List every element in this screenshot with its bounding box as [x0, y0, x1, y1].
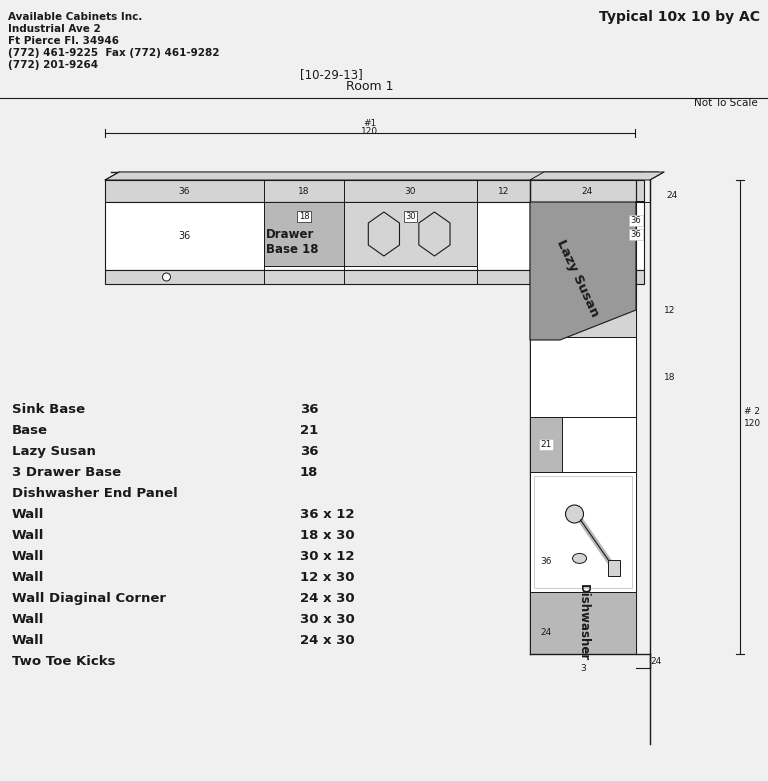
- Text: 24: 24: [666, 191, 677, 199]
- Text: 12: 12: [664, 306, 675, 315]
- Text: Two Toe Kicks: Two Toe Kicks: [12, 655, 115, 668]
- Text: (772) 201-9264: (772) 201-9264: [8, 60, 98, 70]
- Text: 36: 36: [631, 216, 641, 225]
- Text: Available Cabinets Inc.: Available Cabinets Inc.: [8, 12, 142, 22]
- Text: 21: 21: [300, 424, 318, 437]
- Polygon shape: [105, 172, 658, 180]
- Bar: [607, 560, 620, 576]
- Text: #1: #1: [363, 119, 376, 128]
- Text: 120: 120: [744, 419, 761, 427]
- Text: 18: 18: [664, 373, 676, 381]
- Bar: [264, 202, 344, 266]
- Text: Wall Diaginal Corner: Wall Diaginal Corner: [12, 592, 166, 605]
- Text: 36: 36: [300, 403, 319, 416]
- Text: 36: 36: [631, 230, 641, 239]
- Text: [10-29-13]: [10-29-13]: [300, 68, 362, 81]
- Text: 24: 24: [541, 628, 551, 637]
- Circle shape: [565, 505, 584, 523]
- Text: Lazy Susan: Lazy Susan: [12, 445, 96, 458]
- Text: (772) 461-9225  Fax (772) 461-9282: (772) 461-9225 Fax (772) 461-9282: [8, 48, 220, 58]
- Text: 36: 36: [300, 445, 319, 458]
- Text: 21: 21: [541, 440, 551, 449]
- Text: 36: 36: [179, 187, 190, 195]
- Ellipse shape: [572, 554, 587, 563]
- Text: 24: 24: [581, 187, 593, 195]
- Text: Lazy Susan: Lazy Susan: [554, 237, 601, 319]
- Text: Wall: Wall: [12, 529, 45, 542]
- Text: 36 x 12: 36 x 12: [300, 508, 355, 521]
- Bar: [534, 476, 632, 588]
- Bar: [530, 472, 636, 592]
- Text: 18: 18: [298, 187, 310, 195]
- Bar: [105, 202, 644, 270]
- Bar: [530, 337, 636, 417]
- Text: Dishwasher End Panel: Dishwasher End Panel: [12, 487, 177, 500]
- Text: 30: 30: [405, 187, 416, 195]
- Text: Sink Base: Sink Base: [12, 403, 85, 416]
- Text: 30: 30: [406, 212, 415, 221]
- Bar: [530, 180, 636, 202]
- Text: 24 x 30: 24 x 30: [300, 634, 355, 647]
- Text: Wall: Wall: [12, 634, 45, 647]
- Polygon shape: [419, 212, 450, 256]
- Text: 3 Drawer Base: 3 Drawer Base: [12, 466, 121, 479]
- Bar: [105, 180, 644, 202]
- Text: Dishwasher: Dishwasher: [577, 584, 590, 662]
- Bar: [105, 270, 644, 284]
- Text: 12: 12: [498, 187, 509, 195]
- Text: 36: 36: [540, 558, 551, 566]
- Text: 30 x 12: 30 x 12: [300, 550, 355, 563]
- Bar: [344, 202, 477, 266]
- Text: 18: 18: [299, 212, 310, 221]
- Polygon shape: [530, 172, 664, 180]
- Text: 120: 120: [362, 127, 379, 136]
- Bar: [530, 284, 636, 337]
- Text: Wall: Wall: [12, 508, 45, 521]
- Text: 36: 36: [178, 231, 190, 241]
- Text: 3: 3: [580, 664, 586, 673]
- Bar: [530, 417, 562, 472]
- Text: 18: 18: [300, 466, 319, 479]
- Text: # 2: # 2: [744, 406, 760, 415]
- Text: 30 x 30: 30 x 30: [300, 613, 355, 626]
- Text: Not To Scale: Not To Scale: [694, 98, 758, 108]
- Text: 12 x 30: 12 x 30: [300, 571, 355, 584]
- Text: Wall: Wall: [12, 550, 45, 563]
- Text: Drawer
Base 18: Drawer Base 18: [266, 228, 319, 256]
- Circle shape: [163, 273, 170, 281]
- Text: Wall: Wall: [12, 571, 45, 584]
- Polygon shape: [530, 202, 644, 340]
- Text: Wall: Wall: [12, 613, 45, 626]
- Text: Industrial Ave 2: Industrial Ave 2: [8, 24, 101, 34]
- Text: 24 x 30: 24 x 30: [300, 592, 355, 605]
- Text: 18 x 30: 18 x 30: [300, 529, 355, 542]
- Text: Base: Base: [12, 424, 48, 437]
- Polygon shape: [369, 212, 399, 256]
- Text: 24: 24: [650, 657, 661, 665]
- Text: Ft Pierce Fl. 34946: Ft Pierce Fl. 34946: [8, 36, 119, 46]
- Bar: [530, 417, 636, 472]
- Text: Room 1: Room 1: [346, 80, 394, 93]
- Bar: [530, 592, 636, 654]
- Text: Typical 10x 10 by AC: Typical 10x 10 by AC: [599, 10, 760, 24]
